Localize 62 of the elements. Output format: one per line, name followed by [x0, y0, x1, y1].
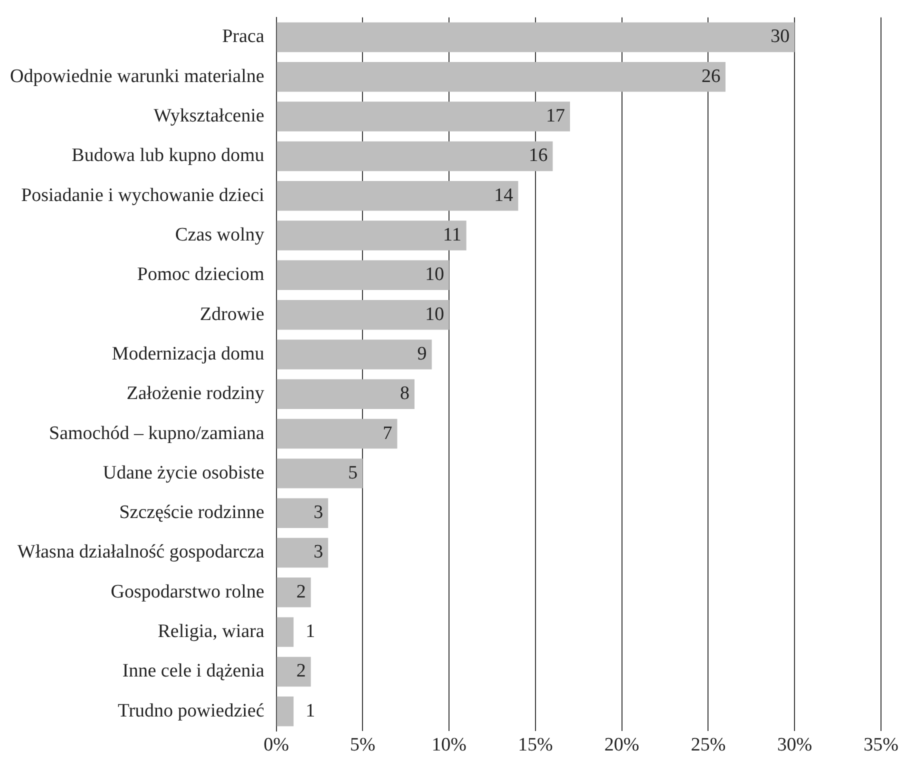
data-label: 1: [306, 621, 316, 642]
x-tick-label: 25%: [690, 734, 726, 756]
bar: [276, 22, 795, 52]
data-label: 14: [494, 184, 514, 206]
bar: [276, 379, 415, 409]
x-tick-label: 35%: [864, 734, 899, 756]
bar: [276, 62, 726, 92]
y-tick-label: Inne cele i dążenia: [122, 660, 265, 682]
y-tick-label: Religia, wiara: [158, 621, 265, 642]
y-tick-label: Wykształcenie: [154, 106, 264, 127]
bar: [276, 180, 518, 211]
bar: [276, 656, 311, 687]
y-tick-label: Udane życie osobiste: [102, 462, 264, 484]
y-tick-label: Własna działalność gospodarcza: [17, 542, 265, 563]
bar: [276, 617, 294, 647]
bar: [276, 141, 553, 172]
y-tick-label: Budowa lub kupno domu: [72, 145, 265, 166]
y-tick-label: Czas wolny: [175, 224, 265, 246]
data-label: 11: [443, 224, 462, 246]
data-label: 8: [400, 383, 410, 404]
y-tick-label: Założenie rodziny: [126, 383, 265, 404]
x-tick-label: 15%: [518, 734, 554, 756]
bar: [276, 538, 328, 568]
x-tick-label: 5%: [350, 734, 376, 756]
bar: [276, 260, 450, 290]
data-label: 10: [425, 304, 444, 325]
bar: [276, 458, 363, 488]
bar: [276, 220, 466, 250]
bar: [276, 102, 570, 132]
y-tick-label: Odpowiednie warunki materialne: [10, 66, 264, 87]
data-label: 1: [306, 700, 316, 722]
data-label: 9: [417, 343, 427, 364]
bar: [276, 696, 294, 726]
y-tick-label: Praca: [222, 26, 265, 48]
y-tick-label: Szczęście rodzinne: [119, 502, 264, 524]
y-tick-label: Gospodarstwo rolne: [110, 581, 264, 602]
y-tick-label: Samochód – kupno/zamiana: [49, 422, 265, 444]
y-tick-label: Pomoc dzieciom: [137, 264, 265, 286]
data-label: 3: [314, 502, 324, 524]
data-label: 5: [348, 462, 358, 484]
data-label: 17: [546, 106, 566, 127]
x-tick-label: 10%: [432, 734, 467, 756]
x-tick-label: 30%: [777, 734, 812, 756]
data-label: 30: [770, 26, 790, 48]
bar: [276, 418, 398, 449]
data-label: 2: [296, 581, 306, 602]
bar: [276, 578, 311, 608]
bar: [276, 300, 450, 330]
y-tick-label: Modernizacja domu: [112, 343, 265, 364]
bar: [276, 498, 328, 528]
data-label: 16: [528, 145, 548, 166]
y-tick-label: Trudno powiedzieć: [118, 700, 264, 722]
x-tick-label: 0%: [264, 734, 290, 756]
data-label: 3: [314, 542, 324, 563]
data-label: 26: [702, 66, 721, 87]
data-label: 10: [425, 264, 444, 286]
data-label: 7: [382, 422, 392, 444]
data-label: 2: [296, 660, 306, 682]
bar: [276, 340, 432, 370]
x-tick-label: 20%: [604, 734, 640, 756]
y-tick-label: Zdrowie: [200, 304, 264, 325]
y-tick-label: Posiadanie i wychowanie dzieci: [21, 184, 264, 206]
